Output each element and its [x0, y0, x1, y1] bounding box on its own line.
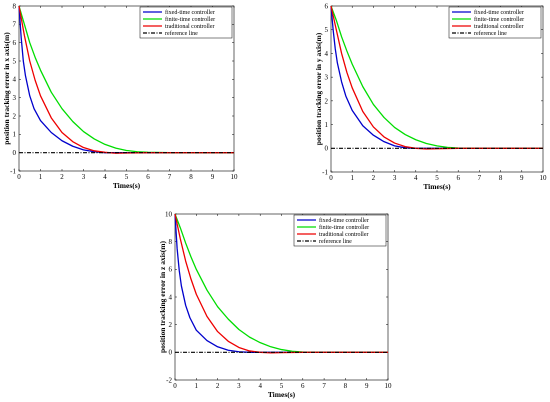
y-tick-label: 0	[325, 145, 329, 153]
y-tick-label: 8	[169, 238, 173, 246]
x-tick-label: 8	[499, 174, 503, 182]
legend-label: finite-time controller	[474, 16, 524, 23]
y-axis-label: position tracking error in z axis(m)	[158, 240, 167, 353]
y-tick-label: 8	[13, 2, 17, 10]
y-tick-label: 5	[325, 26, 329, 34]
x-tick-label: 2	[60, 173, 64, 181]
legend-label: traditional controller	[474, 24, 523, 30]
x-tick-label: 4	[414, 174, 418, 182]
x-axis-label: Times(s)	[423, 182, 451, 191]
x-tick-label: 10	[540, 174, 548, 182]
y-axis-label: position tracking error in x axis(m)	[2, 32, 11, 145]
y-tick-label: 6	[169, 266, 173, 274]
y-tick-label: -1	[322, 168, 328, 176]
x-tick-label: 1	[350, 174, 354, 182]
x-tick-label: 0	[17, 173, 21, 181]
legend-label: traditional controller	[319, 232, 368, 238]
legend-label: traditional controller	[165, 24, 214, 30]
legend-label: finite-time controller	[319, 224, 369, 231]
x-tick-label: 3	[393, 174, 397, 182]
x-tick-label: 4	[103, 173, 107, 181]
x-tick-label: 7	[168, 173, 172, 181]
x-axis-label: Times(s)	[113, 181, 141, 190]
x-tick-label: 9	[520, 174, 524, 182]
x-tick-label: 9	[211, 173, 215, 181]
x-tick-label: 3	[237, 382, 241, 390]
x-tick-label: 8	[189, 173, 193, 181]
x-tick-label: 9	[365, 382, 369, 390]
legend-label: reference line	[165, 30, 198, 37]
y-tick-label: 3	[325, 74, 329, 82]
x-tick-label: 0	[329, 174, 333, 182]
x-tick-label: 6	[456, 174, 460, 182]
x-tick-label: 6	[301, 382, 305, 390]
y-tick-label: 0	[169, 349, 173, 357]
y-axis-label: position tracking error in y axis(m)	[314, 32, 323, 145]
x-tick-label: 3	[82, 173, 86, 181]
x-axis-label: Times(s)	[268, 390, 296, 399]
x-tick-label: 6	[146, 173, 150, 181]
x-tick-label: 7	[478, 174, 482, 182]
chart-panel: 0 1 2 3 4 5 6 7 8 9 10-1012345678Times(s)position …	[2, 2, 238, 190]
legend-label: finite-time controller	[165, 16, 215, 23]
y-tick-label: 10	[165, 210, 173, 218]
y-tick-label: 2	[325, 97, 329, 105]
y-tick-label: 4	[325, 50, 329, 58]
x-tick-label: 5	[435, 174, 439, 182]
y-tick-label: 1	[325, 121, 329, 129]
series-line	[330, 5, 543, 150]
x-tick-label: 8	[344, 382, 348, 390]
y-tick-label: 2	[13, 112, 17, 120]
legend-label: reference line	[474, 30, 507, 37]
y-tick-label: 0	[13, 149, 17, 157]
legend-label: reference line	[319, 238, 352, 245]
legend-label: fixed-time controller	[319, 217, 369, 224]
x-tick-label: 10	[231, 173, 239, 181]
legend-label: fixed-time controller	[165, 9, 215, 16]
x-tick-label: 1	[39, 173, 43, 181]
y-tick-label: 7	[13, 21, 17, 29]
y-tick-label: -2	[166, 376, 172, 384]
y-tick-label: 2	[169, 321, 173, 329]
x-tick-label: 0	[173, 382, 177, 390]
y-tick-label: 4	[13, 76, 17, 84]
x-tick-label: 2	[216, 382, 220, 390]
x-tick-label: 5	[280, 382, 284, 390]
y-tick-label: 3	[13, 94, 17, 102]
y-tick-label: 4	[169, 293, 173, 301]
legend-box	[293, 214, 387, 247]
x-tick-label: 4	[258, 382, 262, 390]
y-tick-label: -1	[10, 167, 16, 175]
x-tick-label: 2	[372, 174, 376, 182]
y-tick-label: 6	[325, 2, 329, 10]
x-tick-label: 7	[322, 382, 326, 390]
x-tick-label: 10	[385, 382, 393, 390]
x-tick-label: 1	[195, 382, 199, 390]
legend-label: fixed-time controller	[474, 9, 524, 16]
y-tick-label: 1	[13, 131, 17, 139]
series-line	[174, 213, 388, 354]
x-tick-label: 5	[125, 173, 129, 181]
y-tick-label: 6	[13, 39, 17, 47]
y-tick-label: 5	[13, 57, 17, 65]
